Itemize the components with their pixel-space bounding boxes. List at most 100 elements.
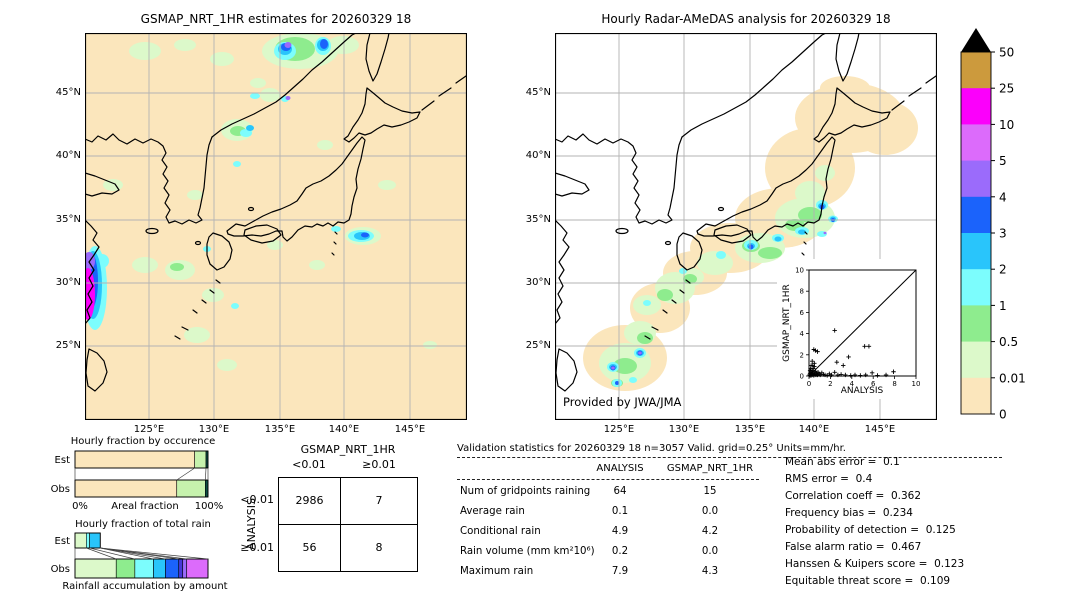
tick-label: 10 [795, 267, 804, 275]
bar-segment [74, 532, 87, 549]
scatter-point [838, 372, 844, 377]
tick-label: 4 [800, 330, 805, 338]
left-map-title: GSMAP_NRT_1HR estimates for 20260329 18 [140, 12, 412, 26]
axis-max-label: 100% [195, 501, 224, 512]
rain-field [85, 33, 437, 371]
scatter-point [841, 363, 846, 368]
tick-label: 8 [800, 288, 804, 296]
score-line: Hanssen & Kuipers score = 0.123 [785, 558, 965, 570]
rain-field [599, 165, 838, 387]
gridlines [85, 33, 467, 420]
lat-tick-label: 45°N [525, 87, 551, 98]
score-line: Mean abs error = 0.1 [785, 456, 900, 468]
lon-tick-label: 125°E [603, 424, 635, 435]
bar-outline [74, 558, 209, 579]
bar-segment [186, 558, 209, 579]
bar-segment [165, 558, 180, 579]
lon-tick-label: 130°E [668, 424, 700, 435]
divider [457, 479, 759, 480]
colorbar-segment [961, 160, 991, 198]
cell-value: 4.2 [701, 526, 719, 537]
connector-line [204, 467, 207, 481]
lat-tick-label: 45°N [55, 87, 81, 98]
tick-label: 0 [800, 373, 804, 381]
lon-tick-label: 125°E [133, 424, 165, 435]
scatter-point [822, 372, 828, 378]
scatter-point [832, 328, 837, 333]
contingency-row-label: ≥0.01 [240, 541, 274, 554]
colorbar: 50 25 10 5 4 3 2 1 0.5 0.01 0 [960, 28, 1026, 422]
score-line: Correlation coeff = 0.362 [785, 490, 921, 502]
lon-tick-label: 135°E [264, 424, 296, 435]
scatter-point [875, 373, 880, 378]
colorbar-tick-label: 2 [999, 263, 1007, 277]
scatter-point [862, 344, 867, 349]
contingency-grid: 2986 7 56 8 [278, 477, 418, 572]
lon-tick-label: 140°E [798, 424, 830, 435]
cell-value: 7.9 [611, 566, 629, 577]
chart-title: Hourly fraction of total rain [75, 519, 211, 530]
connector-line [86, 547, 117, 560]
cell-value: 0.2 [611, 546, 629, 557]
cell-value: 4.9 [611, 526, 629, 537]
credit-text: Provided by JWA/JMA [563, 395, 682, 409]
bar-segment [86, 532, 90, 549]
lat-tick-label: 35°N [55, 214, 81, 225]
axis-label: Rainfall accumulation by amount [62, 581, 227, 592]
colorbar-segment [961, 341, 991, 379]
validation-row: Rain volume (mm km²10⁶) 0.2 0.0 [457, 546, 1007, 562]
lat-tick-label: 25°N [55, 340, 81, 351]
colorbar-tick-label: 50 [999, 46, 1014, 60]
row-label: Est [55, 536, 71, 547]
lat-tick-label: 30°N [55, 277, 81, 288]
lon-tick-label: 145°E [394, 424, 426, 435]
inset-y-axis-label: GSMAP_NRT_1HR [782, 284, 792, 362]
colorbar-segment [961, 196, 991, 234]
bar-segment [134, 558, 154, 579]
cell-value: 0.0 [701, 506, 719, 517]
bar-segment [89, 532, 101, 549]
validation-col-header: ANALYSIS [596, 463, 644, 474]
score-line: RMS error = 0.4 [785, 473, 873, 485]
scatter-point [883, 372, 889, 378]
tick-label: 4 [850, 380, 855, 388]
score-line: Probability of detection = 0.125 [785, 524, 956, 536]
contingency-col-label: <0.01 [292, 458, 326, 471]
contingency-col-label: ≥0.01 [362, 458, 396, 471]
colorbar-tick-label: 3 [999, 227, 1007, 241]
scatter-points [807, 328, 896, 378]
cell-value: 7 [341, 478, 417, 525]
bar-segment [74, 558, 117, 579]
cell-value: 4.3 [701, 566, 719, 577]
left-map [85, 33, 467, 420]
scatter-point [852, 372, 858, 378]
colorbar-segment [961, 52, 991, 89]
row-label: Average rain [460, 506, 525, 517]
lat-tick-label: 40°N [55, 150, 81, 161]
colorbar-tick-label: 0 [999, 408, 1007, 422]
cell-value: 8 [375, 541, 383, 555]
colorbar-tick-label: 1 [999, 299, 1007, 313]
lon-tick-label: 140°E [328, 424, 360, 435]
bar-segment [153, 558, 166, 579]
right-map-title: Hourly Radar-AMeDAS analysis for 2026032… [601, 12, 891, 26]
colorbar-segment [961, 269, 991, 306]
scatter-point [846, 354, 851, 360]
axis-min-label: 0% [72, 501, 88, 512]
contingency-row-group: ANALYSIS [245, 498, 258, 550]
divider [457, 457, 1002, 458]
colorbar-tick-label: 5 [999, 154, 1007, 168]
scatter-point [869, 370, 875, 376]
map-border [85, 33, 467, 420]
identity-line [808, 269, 917, 377]
bar-segment [74, 450, 195, 469]
bar-segment [182, 558, 188, 579]
score-line: Equitable threat score = 0.109 [785, 575, 951, 587]
validation-table: Validation statistics for 20260329 18 n=… [457, 440, 1007, 590]
lat-tick-label: 30°N [525, 277, 551, 288]
scatter-point [835, 372, 841, 378]
colorbar-tick-label: 0.01 [999, 371, 1026, 385]
validation-row: Maximum rain 7.9 4.3 [457, 566, 1007, 582]
row-label: Maximum rain [460, 566, 534, 577]
